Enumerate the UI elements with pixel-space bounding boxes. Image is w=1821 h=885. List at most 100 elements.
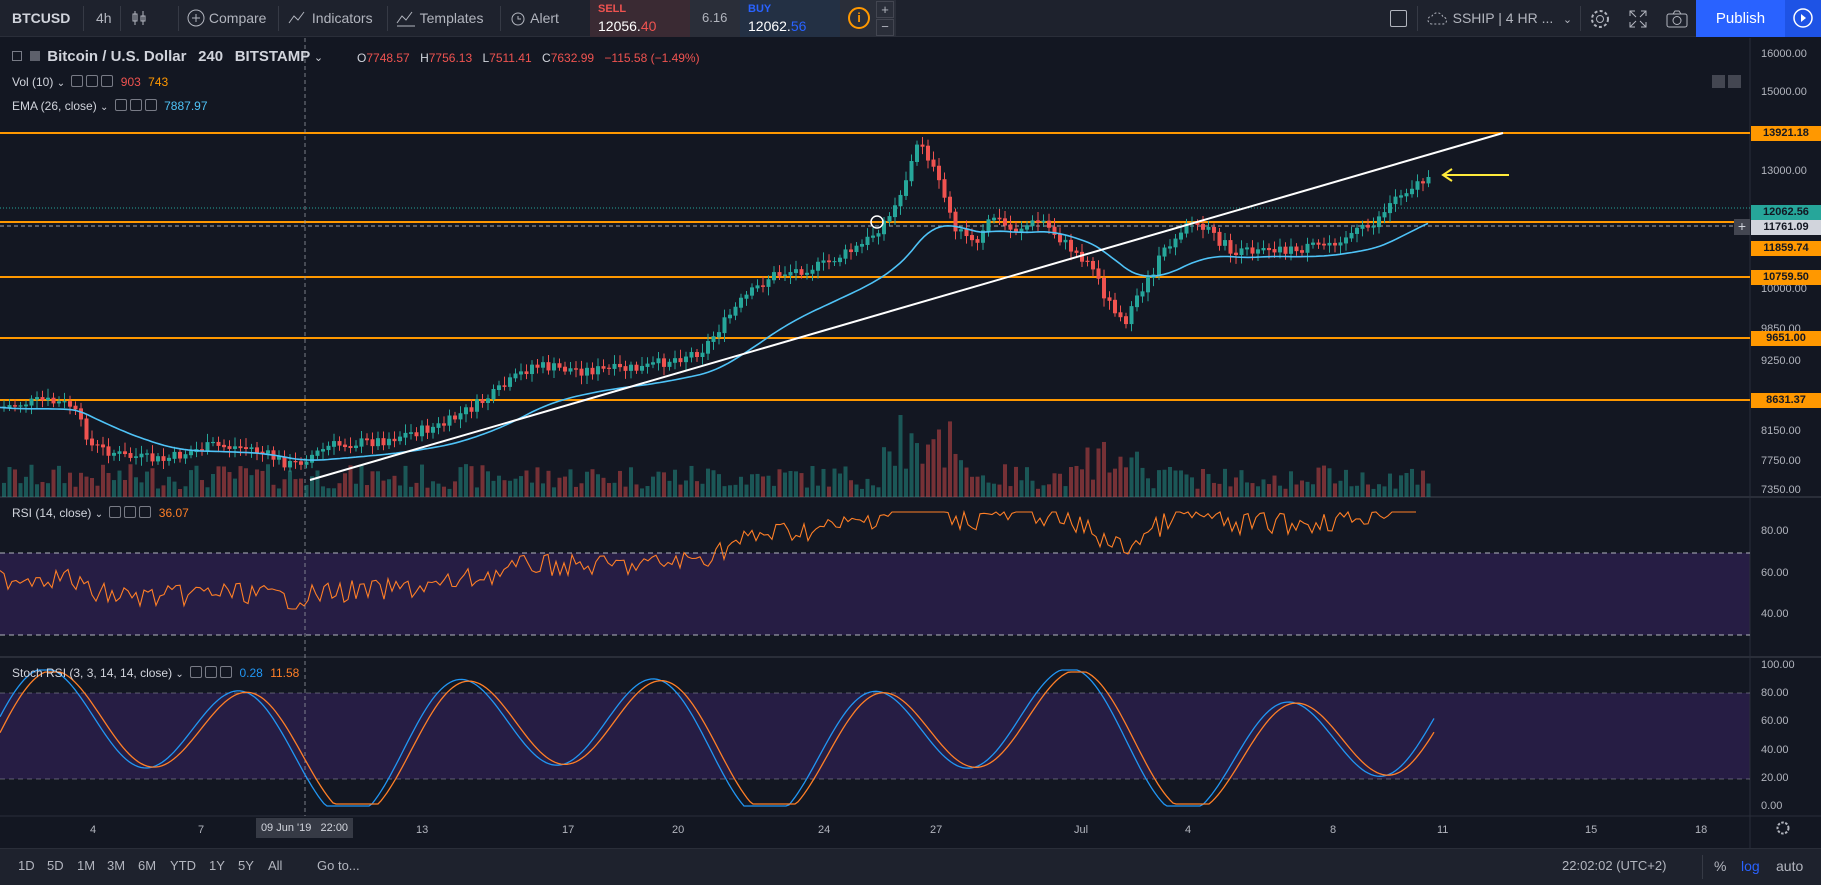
layout-menu-button[interactable]: SSHIP | 4 HR ... ⌄ (1427, 0, 1572, 37)
quantity-minus-button[interactable]: − (876, 19, 894, 36)
range-button-1m[interactable]: 1M (77, 858, 96, 873)
candle (216, 441, 221, 446)
replay-button[interactable] (1785, 0, 1821, 37)
log-scale-toggle[interactable]: log (1741, 858, 1760, 874)
interval-button[interactable]: 4h (96, 10, 112, 26)
gear-icon[interactable] (129, 99, 142, 111)
range-button-ytd[interactable]: YTD (170, 858, 196, 873)
buy-button[interactable]: BUY 12062.56 (740, 0, 840, 37)
volume-bar (1003, 464, 1007, 497)
fullscreen-icon[interactable] (1627, 8, 1649, 33)
eye-icon[interactable] (114, 99, 127, 111)
top-toolbar: BTCUSD 4h Compare Indicators Templates A… (0, 0, 1821, 37)
range-button-3m[interactable]: 3M (107, 858, 126, 873)
pane-minimize-icon[interactable] (1712, 75, 1725, 88)
volume-bar (227, 472, 232, 497)
close-icon[interactable] (139, 506, 152, 518)
volume-legend[interactable]: Vol (10) ⌄ 903 743 (12, 75, 169, 89)
candle (1019, 228, 1024, 232)
camera-icon[interactable] (1665, 8, 1689, 33)
volume-bar (1360, 472, 1365, 497)
info-icon[interactable]: i (848, 7, 870, 29)
publish-button[interactable]: Publish (1696, 0, 1785, 37)
time-tick-label: 11 (1437, 824, 1449, 836)
go-to-date-button[interactable]: Go to... (317, 858, 360, 873)
sell-button[interactable]: SELL 12056.40 (590, 0, 690, 37)
range-button-1y[interactable]: 1Y (209, 858, 225, 873)
candle (1008, 224, 1013, 230)
chevron-down-icon[interactable]: ⌄ (313, 52, 324, 64)
time-tick-label: 8 (1330, 824, 1337, 836)
close-icon[interactable] (220, 666, 233, 678)
volume-bar (398, 485, 402, 497)
ema-legend[interactable]: EMA (26, close) ⌄ 7887.97 (12, 99, 208, 113)
eye-icon[interactable] (190, 666, 203, 678)
range-button-all[interactable]: All (268, 858, 283, 873)
candle (816, 261, 820, 271)
chart-type-button[interactable] (130, 0, 148, 37)
candle (673, 358, 677, 363)
axis-settings-icon[interactable] (1775, 820, 1791, 836)
candle (1102, 277, 1106, 299)
settings-gear-icon[interactable] (1589, 8, 1611, 33)
candle (431, 426, 435, 433)
templates-button[interactable]: Templates (396, 0, 483, 37)
chart-canvas[interactable] (0, 38, 1821, 848)
candle (821, 260, 826, 263)
range-button-6m[interactable]: 6M (138, 858, 157, 873)
candle (277, 456, 281, 460)
candle (134, 456, 138, 458)
volume-bar (634, 484, 639, 497)
clock-timezone[interactable]: 22:02:02 (UTC+2) (1562, 858, 1667, 873)
indicators-button[interactable]: Indicators (288, 0, 373, 37)
gear-icon[interactable] (86, 75, 99, 87)
candle (997, 217, 1002, 220)
ohlc-values: O7748.57 H7756.13 L7511.41 C7632.99 −115… (357, 51, 700, 65)
rsi-legend[interactable]: RSI (14, close) ⌄ 36.07 (12, 506, 189, 520)
volume-bar (469, 466, 474, 497)
range-button-1d[interactable]: 1D (18, 858, 35, 873)
candle (1404, 193, 1409, 197)
eye-icon[interactable] (71, 75, 84, 87)
volume-bar (909, 433, 914, 497)
pane-maximize-icon[interactable] (1728, 75, 1741, 88)
candle (799, 269, 804, 275)
gear-icon[interactable] (205, 666, 218, 678)
stoch-rsi-legend[interactable]: Stoch RSI (3, 3, 14, 14, close) ⌄ 0.28 1… (12, 666, 300, 680)
candle (722, 317, 727, 334)
candle (425, 425, 430, 433)
candle (337, 441, 342, 446)
volume-bar (1030, 480, 1035, 497)
candle (513, 373, 518, 379)
volume-bar (1008, 486, 1013, 497)
volume-bar (282, 479, 287, 497)
close-icon[interactable] (101, 75, 114, 87)
quantity-plus-button[interactable]: + (876, 1, 894, 18)
gear-icon[interactable] (124, 506, 137, 518)
candle (244, 447, 248, 450)
symbol-search-button[interactable]: BTCUSD (12, 10, 71, 26)
alert-button[interactable]: Alert (509, 0, 559, 37)
range-button-5y[interactable]: 5Y (238, 858, 254, 873)
auto-scale-toggle[interactable]: auto (1776, 858, 1804, 874)
candle (568, 368, 573, 372)
volume-bar (497, 475, 501, 497)
candle (51, 397, 56, 404)
volume-bar (557, 477, 562, 497)
percent-scale-toggle[interactable]: % (1714, 858, 1727, 874)
volume-bar (139, 482, 144, 497)
eye-icon[interactable] (109, 506, 122, 518)
range-button-5d[interactable]: 5D (47, 858, 64, 873)
candle (546, 362, 551, 371)
close-icon[interactable] (144, 99, 157, 111)
compare-button[interactable]: Compare (187, 0, 266, 37)
fullscreen-square-icon[interactable] (1390, 10, 1407, 27)
volume-bar (106, 472, 111, 497)
add-alert-plus-icon[interactable]: + (1734, 219, 1750, 235)
candle (227, 446, 232, 449)
volume-bar (1080, 469, 1084, 497)
collapse-icon[interactable] (12, 51, 22, 61)
cloud-icon (1427, 12, 1447, 25)
candle (645, 363, 650, 367)
